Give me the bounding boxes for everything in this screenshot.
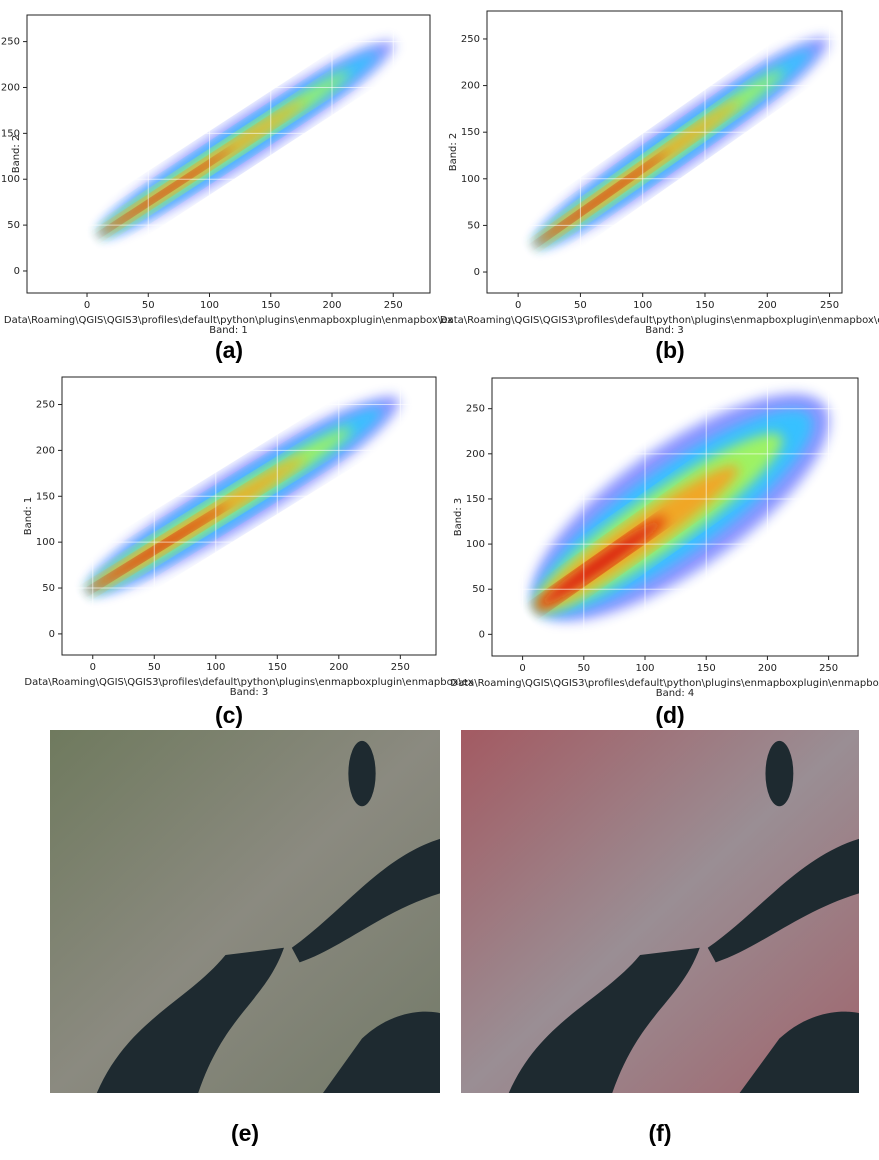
x-tick-label: 150	[268, 662, 287, 673]
x-tick-label: 250	[819, 663, 838, 674]
y-tick-label: 100	[1, 174, 20, 185]
y-tick-label: 200	[466, 449, 485, 460]
y-axis-label: Band: 3	[453, 498, 464, 537]
y-tick-label: 250	[466, 404, 485, 415]
figure: 050100150200250050100150200250Data\Roami…	[0, 0, 879, 1160]
water	[348, 741, 375, 806]
y-tick-label: 50	[7, 220, 20, 231]
y-tick-label: 0	[49, 629, 55, 640]
x-tick-label: 50	[577, 663, 590, 674]
x-tick-label: 250	[391, 662, 410, 673]
y-tick-label: 250	[461, 34, 480, 45]
x-axis-label: Band: 3	[645, 325, 684, 336]
x-axis-label: Band: 3	[230, 687, 269, 698]
panel-caption: (e)	[231, 1120, 259, 1146]
y-tick-label: 150	[461, 127, 480, 138]
x-tick-label: 50	[142, 300, 155, 311]
x-tick-label: 200	[758, 663, 777, 674]
y-axis-label: Band: 2	[448, 133, 459, 172]
y-tick-label: 100	[461, 174, 480, 185]
x-tick-label: 150	[261, 300, 280, 311]
y-axis-label: Band: 1	[23, 497, 34, 536]
x-tick-label: 100	[206, 662, 225, 673]
panel-caption: (b)	[655, 337, 684, 363]
x-tick-label: 0	[519, 663, 525, 674]
x-tick-label: 150	[697, 663, 716, 674]
y-tick-label: 100	[466, 539, 485, 550]
x-tick-label: 150	[695, 300, 714, 311]
y-tick-label: 100	[36, 537, 55, 548]
y-tick-label: 0	[14, 266, 20, 277]
x-tick-label: 0	[515, 300, 521, 311]
x-tick-label: 50	[574, 300, 587, 311]
panel-caption: (c)	[215, 702, 243, 728]
x-tick-label: 0	[84, 300, 90, 311]
y-tick-label: 250	[36, 400, 55, 411]
x-tick-label: 50	[148, 662, 161, 673]
y-tick-label: 150	[36, 491, 55, 502]
x-tick-label: 200	[322, 300, 341, 311]
y-tick-label: 0	[474, 267, 480, 278]
y-tick-label: 50	[472, 584, 485, 595]
y-tick-label: 150	[466, 494, 485, 505]
panel-caption: (a)	[215, 337, 243, 363]
x-tick-label: 250	[384, 300, 403, 311]
x-tick-label: 0	[90, 662, 96, 673]
y-axis-label: Band: 2	[11, 135, 22, 174]
x-tick-label: 200	[758, 300, 777, 311]
y-tick-label: 200	[36, 445, 55, 456]
x-axis-label: Band: 1	[209, 325, 248, 336]
x-tick-label: 100	[635, 663, 654, 674]
x-tick-label: 200	[329, 662, 348, 673]
x-tick-label: 100	[633, 300, 652, 311]
y-tick-label: 50	[467, 220, 480, 231]
y-tick-label: 50	[42, 583, 55, 594]
y-tick-label: 250	[1, 37, 20, 48]
panel-caption: (d)	[655, 702, 684, 728]
y-tick-label: 200	[461, 81, 480, 92]
water	[765, 741, 793, 806]
panel-caption: (f)	[649, 1120, 672, 1146]
x-tick-label: 250	[820, 300, 839, 311]
y-tick-label: 200	[1, 82, 20, 93]
x-axis-label: Band: 4	[656, 688, 695, 699]
x-tick-label: 100	[200, 300, 219, 311]
y-tick-label: 0	[479, 629, 485, 640]
